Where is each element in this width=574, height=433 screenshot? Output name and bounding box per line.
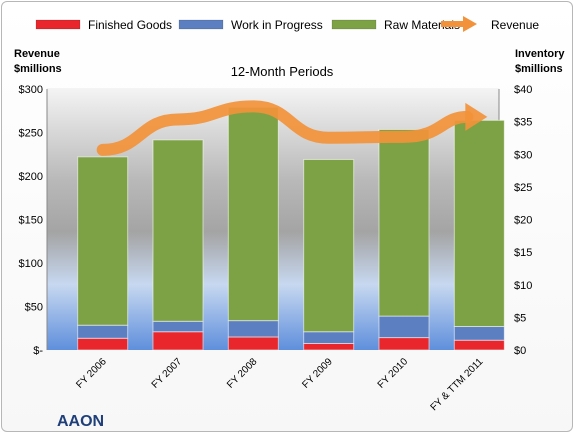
right-tick-label: $5 <box>514 312 526 324</box>
bar-raw-materials <box>227 106 279 322</box>
right-axis-label-line1: Inventory <box>515 48 565 60</box>
right-tick-label: $35 <box>514 117 532 129</box>
company-name: AAON <box>57 413 104 430</box>
category-label: FY 2008 <box>225 356 260 391</box>
right-axis: $0 $5 $10 $15 $20 $25 $30 $35 $40 <box>498 84 532 357</box>
bar-raw-materials <box>77 156 129 326</box>
category-label: FY 2009 <box>300 356 335 391</box>
bar-finished-goods <box>227 336 279 351</box>
bar-raw-materials <box>152 139 204 322</box>
bar-raw-materials <box>378 128 430 317</box>
category-label: FY 2010 <box>376 356 411 391</box>
legend-swatch <box>331 19 377 30</box>
legend-swatch <box>463 16 477 32</box>
legend: Finished Goods Work in Progress Raw Materi… <box>35 16 539 32</box>
bar-finished-goods <box>77 337 129 351</box>
right-tick-label: $20 <box>514 215 532 227</box>
bar-work-in-progress <box>303 331 355 344</box>
revenue-layer <box>96 100 488 156</box>
category-label: FY 2007 <box>150 356 185 391</box>
bar-raw-materials <box>453 119 505 328</box>
bar-work-in-progress <box>378 315 430 339</box>
revenue-line <box>96 100 474 156</box>
left-tick-label: $300 <box>19 84 43 96</box>
category-labels: FY 2006 FY 2007 FY 2008 FY 2009 FY 2010 FY & … <box>74 356 485 413</box>
left-axis: $- $50 $100 $150 $200 $250 $300 <box>19 84 48 357</box>
right-tick-label: $40 <box>514 84 532 96</box>
right-tick-label: $25 <box>514 182 532 194</box>
bars <box>77 106 505 351</box>
right-tick-label: $0 <box>514 345 526 357</box>
legend-label: Revenue <box>491 18 539 32</box>
legend-label: Work in Progress <box>231 18 323 32</box>
bar-raw-materials <box>303 158 355 333</box>
left-tick-label: $100 <box>19 258 43 270</box>
left-tick-label: $50 <box>25 302 43 314</box>
legend-label: Finished Goods <box>88 18 172 32</box>
left-axis-label-line2: $millions <box>14 63 62 75</box>
legend-swatch <box>178 19 224 30</box>
right-tick-label: $10 <box>514 280 532 292</box>
right-axis-label-line2: $millions <box>515 63 563 75</box>
bar-work-in-progress <box>77 324 129 339</box>
bar-work-in-progress <box>152 320 204 333</box>
right-tick-label: $15 <box>514 247 532 259</box>
left-tick-label: $- <box>33 345 43 357</box>
legend-swatch <box>35 19 81 30</box>
bar-work-in-progress <box>227 320 279 338</box>
bar-finished-goods <box>152 331 204 351</box>
bar-finished-goods <box>453 339 505 351</box>
left-tick-label: $200 <box>19 171 43 183</box>
category-label: FY & TTM 2011 <box>429 356 486 413</box>
bar-finished-goods <box>378 337 430 351</box>
right-tick-label: $30 <box>514 149 532 161</box>
left-axis-label-line1: Revenue <box>14 48 60 60</box>
category-label: FY 2006 <box>74 356 109 391</box>
left-tick-label: $150 <box>19 215 43 227</box>
chart-subtitle: 12-Month Periods <box>231 64 334 79</box>
bar-finished-goods <box>303 342 355 351</box>
left-tick-label: $250 <box>19 128 43 140</box>
bar-work-in-progress <box>453 326 505 341</box>
revenue-arrowhead <box>465 102 488 131</box>
